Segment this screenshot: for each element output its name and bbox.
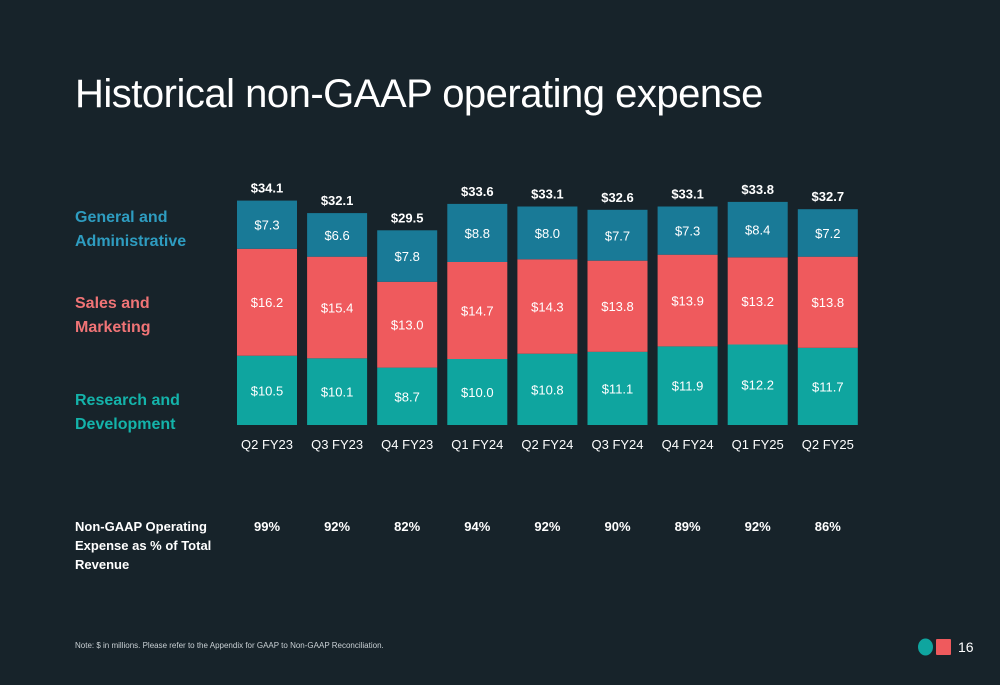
bar-ga <box>657 206 718 255</box>
segment-label-ga: $7.3 <box>254 218 279 233</box>
bar-ga <box>237 200 297 249</box>
segment-label-ga: $7.7 <box>605 228 630 243</box>
bar-sm <box>377 281 438 368</box>
pct-label-line3: Revenue <box>75 557 130 572</box>
pct-value: 90% <box>604 519 631 534</box>
bar-ga <box>587 209 648 261</box>
total-label: $33.1 <box>531 187 564 202</box>
bar-rd <box>587 351 648 425</box>
segment-label-rd: $10.8 <box>531 382 564 397</box>
segment-label-sm: $14.7 <box>461 304 494 319</box>
x-tick-label: Q1 FY25 <box>732 437 784 452</box>
segment-label-ga: $8.8 <box>465 226 490 241</box>
footnote: Note: $ in millions. Please refer to the… <box>75 641 384 650</box>
segment-label-sm: $15.4 <box>321 301 354 316</box>
pct-value: 99% <box>253 519 281 534</box>
segment-label-ga: $6.6 <box>324 228 349 243</box>
pct-value: 86% <box>814 519 841 534</box>
segment-label-rd: $8.7 <box>395 389 420 404</box>
pct-row-label: Non-GAAP Operating Expense as % of Total… <box>75 517 235 574</box>
stacked-bar-chart: $10.5 $16.2 $7.3 $34.1 Q2 FY23 $10.1 $15.4 $6.6… <box>237 181 858 452</box>
bar-rd <box>447 359 508 425</box>
bar-rd <box>797 347 858 425</box>
pct-value: 82% <box>394 519 421 534</box>
bar-sm <box>587 260 648 352</box>
pct-value: 94% <box>464 519 491 534</box>
x-tick-label: Q4 FY24 <box>662 437 714 452</box>
total-label: $33.6 <box>461 184 494 199</box>
legend-sm-line2: Marketing <box>75 319 151 336</box>
segment-label-sm: $13.9 <box>671 294 704 309</box>
bar-sm <box>797 256 858 348</box>
total-label: $33.8 <box>741 182 774 197</box>
x-tick-label: Q1 FY24 <box>451 437 503 452</box>
segment-label-sm: $13.0 <box>391 318 424 333</box>
legend-ga-line1: General and <box>75 209 168 226</box>
total-label: $29.5 <box>391 210 424 225</box>
bar-sm <box>307 256 368 359</box>
total-label: $32.6 <box>601 190 634 205</box>
segment-label-ga: $7.2 <box>815 226 840 241</box>
pct-value: 92% <box>534 519 561 534</box>
segment-label-sm: $13.2 <box>741 294 774 309</box>
pct-value: 89% <box>674 519 701 534</box>
pct-label-line2: Expense as % of Total <box>75 538 212 553</box>
bar-ga <box>377 230 438 282</box>
x-tick-label: Q3 FY23 <box>311 437 363 452</box>
bar-sm <box>447 262 508 359</box>
bar-ga <box>517 206 578 260</box>
bar-sm <box>517 259 578 354</box>
bar-rd <box>727 344 788 425</box>
legend-sales-marketing: Sales and Marketing <box>75 292 235 340</box>
x-tick-label: Q2 FY23 <box>241 437 293 452</box>
segment-label-sm: $16.2 <box>251 295 284 310</box>
segment-label-ga: $8.0 <box>535 226 560 241</box>
segment-label-rd: $10.5 <box>251 383 284 398</box>
bar-ga <box>447 203 508 262</box>
pct-value: 92% <box>324 519 351 534</box>
legend-research-development: Research and Development <box>75 389 235 437</box>
bar-rd <box>517 353 578 425</box>
bar-rd <box>377 367 438 425</box>
segment-label-ga: $7.8 <box>395 249 420 264</box>
segment-label-rd: $11.1 <box>602 381 634 396</box>
total-label: $32.1 <box>321 193 354 208</box>
bar-rd <box>307 358 368 425</box>
segment-label-ga: $7.3 <box>675 224 700 239</box>
bar-ga <box>307 213 368 257</box>
bar-ga <box>797 209 858 257</box>
x-tick-label: Q2 FY25 <box>802 437 854 452</box>
bar-sm <box>237 248 297 356</box>
bar-rd <box>237 355 297 425</box>
bar-sm <box>727 257 788 345</box>
legend-ga-line2: Administrative <box>75 233 187 250</box>
pct-label-line1: Non-GAAP Operating <box>75 519 207 534</box>
segment-label-sm: $13.8 <box>601 299 634 314</box>
total-label: $34.1 <box>251 181 284 196</box>
page-number: 16 <box>958 639 974 655</box>
segment-label-rd: $10.1 <box>321 385 354 400</box>
legend-sm-line1: Sales and <box>75 295 150 312</box>
x-tick-label: Q2 FY24 <box>521 437 573 452</box>
total-label: $32.7 <box>812 189 845 204</box>
bar-sm <box>657 254 718 347</box>
segment-label-sm: $14.3 <box>531 300 564 315</box>
segment-label-rd: $11.7 <box>812 379 844 394</box>
segment-label-sm: $13.8 <box>812 295 845 310</box>
legend-rd-line2: Development <box>75 416 176 433</box>
pct-value: 92% <box>744 519 771 534</box>
x-tick-label: Q4 FY23 <box>381 437 433 452</box>
bar-ga <box>727 201 788 258</box>
legend-rd-line1: Research and <box>75 392 180 409</box>
segment-label-rd: $11.9 <box>672 379 704 394</box>
slide-title: Historical non-GAAP operating expense <box>75 72 763 116</box>
segment-label-ga: $8.4 <box>745 223 770 238</box>
segment-label-rd: $10.0 <box>461 385 494 400</box>
segment-label-rd: $12.2 <box>741 378 774 393</box>
brand-logo <box>918 638 951 656</box>
legend-general-administrative: General and Administrative <box>75 206 235 254</box>
total-label: $33.1 <box>671 187 704 202</box>
x-tick-label: Q3 FY24 <box>591 437 643 452</box>
bar-rd <box>657 346 718 425</box>
